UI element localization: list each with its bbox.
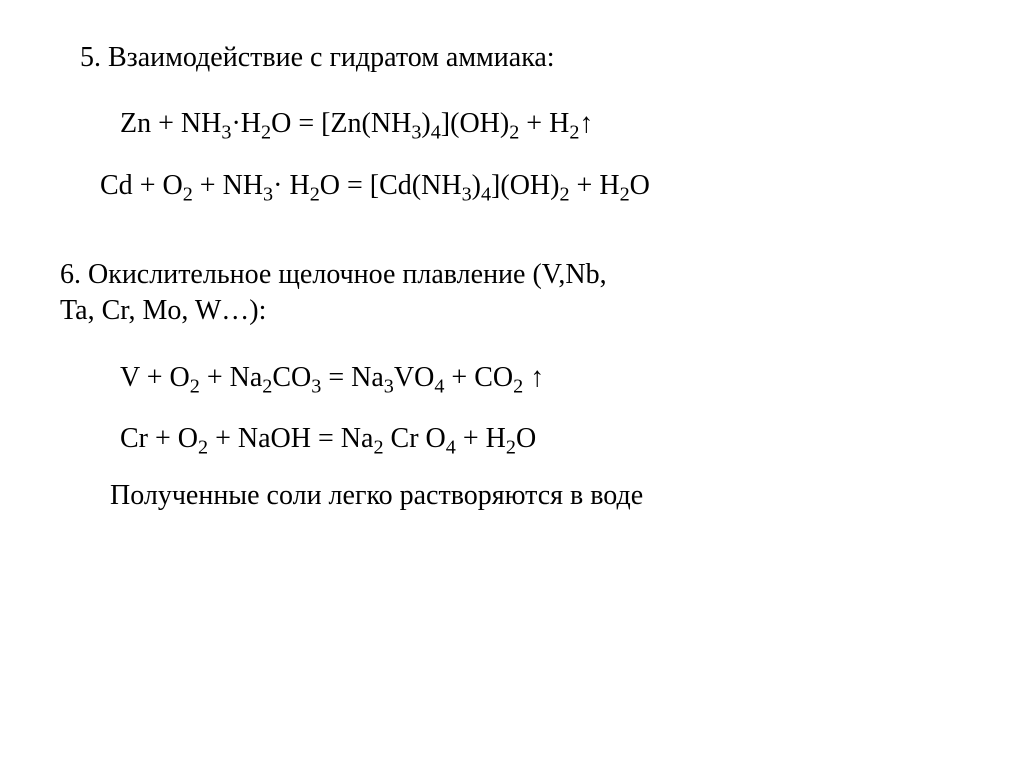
eq-term: ](OH) (491, 170, 559, 201)
eq-term: [Cd(NH (370, 170, 462, 201)
subscript: 3 (384, 375, 394, 397)
subscript: 4 (434, 375, 444, 397)
subscript: 2 (513, 375, 523, 397)
subscript: 2 (190, 375, 200, 397)
eq-term: Na (230, 362, 263, 393)
eq-equals: = (340, 170, 370, 201)
eq-term: H (599, 170, 619, 201)
eq-dot: · (231, 108, 240, 139)
subscript: 4 (446, 436, 456, 458)
eq-term: O (170, 362, 190, 393)
subscript: 3 (221, 122, 231, 144)
eq-op: + (456, 423, 486, 454)
heading-text-line1: Окислительное щелочное плавление (V,Nb, (88, 259, 607, 290)
eq-term: ) (472, 170, 481, 201)
section-5-heading: 5. Взаимодействие с гидратом аммиака: (80, 40, 964, 76)
subscript: 2 (183, 183, 193, 205)
eq-term: O (630, 170, 650, 201)
eq-term: ) (421, 108, 430, 139)
eq-equals: = (291, 108, 321, 139)
subscript: 2 (509, 122, 519, 144)
eq-op: + (151, 108, 181, 139)
section-6-heading: 6. Окислительное щелочное плавление (V,N… (60, 257, 964, 330)
heading-number: 5. (80, 42, 108, 73)
eq-equals: = (321, 362, 351, 393)
eq-term: Na (351, 362, 384, 393)
eq-term: CO (474, 362, 513, 393)
eq-op: + (133, 170, 163, 201)
eq-term: O (426, 423, 446, 454)
eq-term: Cd (100, 170, 133, 201)
eq-term: O (516, 423, 536, 454)
eq-term: H (241, 108, 261, 139)
heading-text: Взаимодействие с гидратом аммиака: (108, 42, 555, 73)
eq-term: O (178, 423, 198, 454)
slide-content: 5. Взаимодействие с гидратом аммиака: Zn… (0, 0, 1024, 552)
subscript: 4 (481, 183, 491, 205)
subscript: 2 (261, 122, 271, 144)
subscript: 3 (263, 183, 273, 205)
section-5-equation-2: Cd + O2 + NH3· H2O = [Cd(NH3)4](OH)2 + H… (100, 166, 964, 205)
section-6-note: Полученные соли легко растворяются в вод… (110, 480, 964, 512)
section-6-equation-1: V + O2 + Na2CO3 = Na3VO4 + CO2 ↑ (120, 358, 964, 397)
subscript: 2 (373, 436, 383, 458)
eq-term: CO (272, 362, 311, 393)
section-6-equation-2: Cr + O2 + NaOH = Na2 Cr O4 + H2O (120, 419, 964, 458)
eq-term: VO (394, 362, 434, 393)
subscript: 2 (559, 183, 569, 205)
subscript: 2 (262, 375, 272, 397)
eq-dot: · (273, 170, 289, 201)
subscript: 2 (310, 183, 320, 205)
eq-op: + (140, 362, 170, 393)
eq-term: Zn (120, 108, 151, 139)
subscript: 2 (569, 122, 579, 144)
spacer (80, 227, 964, 257)
eq-op: + (148, 423, 178, 454)
eq-equals: = (311, 423, 341, 454)
heading-number: 6. (60, 259, 88, 290)
eq-op: + (208, 423, 238, 454)
eq-term: NH (223, 170, 263, 201)
eq-op: + (444, 362, 474, 393)
gas-arrow-icon: ↑ (579, 108, 593, 139)
eq-op: + (200, 362, 230, 393)
gas-arrow-icon: ↑ (530, 362, 544, 393)
section-5-equation-1: Zn + NH3·H2O = [Zn(NH3)4](OH)2 + H2↑ (120, 104, 964, 143)
eq-term: H (486, 423, 506, 454)
subscript: 2 (506, 436, 516, 458)
eq-term: ](OH) (441, 108, 509, 139)
eq-space (384, 423, 391, 454)
eq-op: + (193, 170, 223, 201)
subscript: 4 (431, 122, 441, 144)
eq-term: H (289, 170, 309, 201)
eq-term: O (162, 170, 182, 201)
subscript: 2 (620, 183, 630, 205)
eq-term: Na (341, 423, 374, 454)
eq-term: [Zn(NH (321, 108, 411, 139)
eq-op: + (570, 170, 600, 201)
eq-term: O (271, 108, 291, 139)
subscript: 3 (411, 122, 421, 144)
eq-space (419, 423, 426, 454)
eq-term: NH (181, 108, 221, 139)
eq-term: H (549, 108, 569, 139)
heading-text-line2: Ta, Cr, Mo, W…): (60, 295, 266, 326)
subscript: 2 (198, 436, 208, 458)
eq-term: O (320, 170, 340, 201)
eq-term: Cr (120, 423, 148, 454)
eq-term: V (120, 362, 140, 393)
subscript: 3 (462, 183, 472, 205)
eq-op: + (519, 108, 549, 139)
subscript: 3 (311, 375, 321, 397)
eq-term: Cr (391, 423, 419, 454)
eq-term: NaOH (238, 423, 311, 454)
